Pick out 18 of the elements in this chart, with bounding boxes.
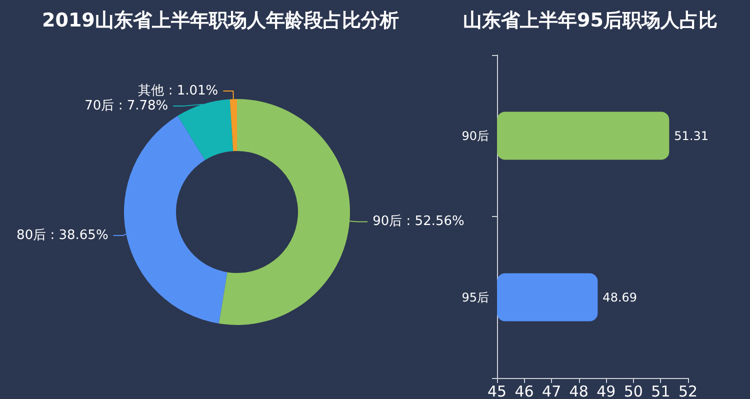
x-tick-label: 48 (569, 382, 588, 399)
slice-label: 80后 : 38.65% (16, 228, 108, 244)
x-tick-label: 49 (596, 382, 616, 399)
chart-title: 2019山东省上半年职场人年龄段占比分析 (42, 10, 399, 32)
x-tick-label: 51 (651, 382, 670, 399)
x-tick-label: 45 (487, 382, 507, 399)
x-tick-label: 47 (542, 382, 562, 399)
y-tick-label: 90后 (462, 128, 489, 143)
chart-title: 山东省上半年95后职场人占比 (463, 10, 718, 32)
slice-label: 70后 : 7.78% (84, 98, 168, 114)
slice-label: 90后 : 52.56% (372, 214, 464, 230)
x-tick-label: 50 (624, 382, 643, 399)
data-label: 51.31 (674, 128, 709, 143)
data-label: 48.69 (602, 290, 638, 304)
slice-label: 其他 : 1.01% (138, 84, 218, 99)
x-tick-label: 46 (514, 382, 534, 399)
y-tick-label: 95后 (462, 290, 489, 304)
x-tick-label: 52 (678, 382, 698, 399)
